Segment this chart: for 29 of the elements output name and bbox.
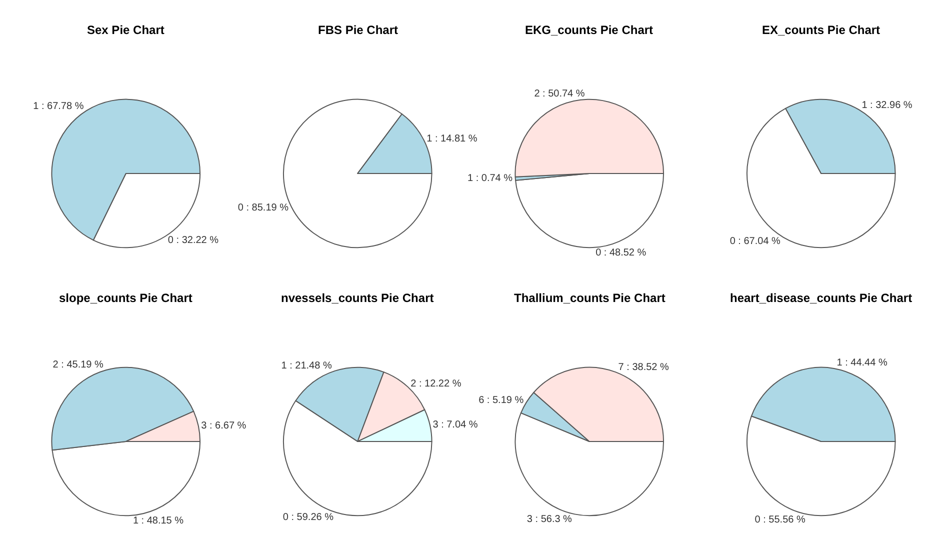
- chart-title: nvessels_counts Pie Chart: [281, 291, 434, 305]
- slice-label: 0 : 67.04 %: [730, 236, 781, 247]
- chart-title: FBS Pie Chart: [318, 23, 398, 37]
- slice-label: 6 : 5.19 %: [478, 395, 524, 406]
- chart-title: heart_disease_counts Pie Chart: [730, 291, 912, 305]
- slice-label: 1 : 14.81 %: [426, 134, 478, 145]
- slice-label: 1 : 48.15 %: [132, 515, 184, 526]
- chart-title: Sex Pie Chart: [87, 23, 164, 37]
- chart-title: slope_counts Pie Chart: [59, 291, 192, 305]
- slice-label: 3 : 7.04 %: [432, 419, 478, 430]
- slice-label: 0 : 59.26 %: [282, 512, 334, 524]
- slice-label: 1 : 44.44 %: [836, 358, 888, 369]
- slice-label: 0 : 48.52 %: [596, 248, 646, 259]
- slice-label: 0 : 32.22 %: [168, 234, 219, 246]
- slice-label: 1 : 67.78 %: [33, 101, 84, 112]
- slice-label: 7 : 38.52 %: [618, 362, 670, 373]
- chart-title: EX_counts Pie Chart: [762, 23, 880, 37]
- slice-label: 0 : 85.19 %: [238, 202, 289, 214]
- slice-label: 1 : 32.96 %: [862, 100, 912, 112]
- chart-title: EKG_counts Pie Chart: [525, 23, 654, 37]
- slice-label: 2 : 45.19 %: [52, 359, 104, 370]
- slice-label: 3 : 6.67 %: [201, 420, 246, 432]
- slice-label: 1 : 0.74 %: [468, 173, 513, 184]
- slice-label: 2 : 12.22 %: [410, 378, 462, 390]
- chart-title: Thallium_counts Pie Chart: [514, 291, 666, 305]
- slice-label: 3 : 56.3 %: [526, 514, 572, 525]
- slice-label: 1 : 21.48 %: [281, 360, 332, 372]
- slice-label: 2 : 50.74 %: [534, 88, 585, 100]
- slice-label: 0 : 55.56 %: [754, 514, 806, 526]
